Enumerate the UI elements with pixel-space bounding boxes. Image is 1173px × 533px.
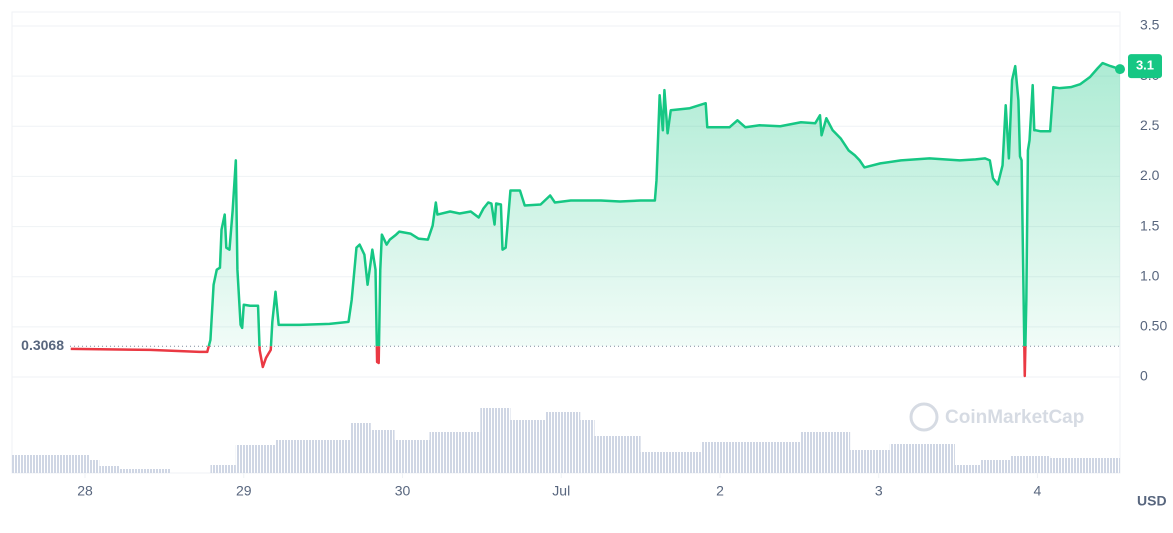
- volume-bar: [580, 420, 595, 473]
- price-area: [70, 63, 1120, 347]
- x-tick-label: Jul: [552, 483, 570, 499]
- volume-bar: [235, 445, 276, 473]
- volume-bar: [275, 440, 351, 473]
- baseline-label: 0.3068: [21, 337, 64, 353]
- last-point: [1115, 64, 1125, 75]
- x-tick-label: 29: [236, 483, 252, 499]
- volume-bar: [954, 465, 981, 473]
- volume-bar: [89, 460, 100, 473]
- x-tick-label: 30: [395, 483, 411, 499]
- watermark: CoinMarketCap: [909, 402, 1084, 432]
- y-tick-label: 2.5: [1140, 117, 1160, 133]
- y-tick-label: 1.0: [1140, 267, 1160, 283]
- y-tick-label: 2.0: [1140, 167, 1160, 183]
- y-tick-label: 3.5: [1140, 17, 1160, 33]
- volume-bar: [99, 466, 120, 473]
- x-tick-label: 3: [875, 483, 883, 499]
- volume-bar: [394, 440, 430, 473]
- volume-bar: [429, 432, 481, 473]
- volume-bar: [1010, 456, 1051, 473]
- volume-bar: [980, 460, 1011, 473]
- volume-bar: [545, 412, 581, 473]
- price-line-up: [207, 61, 1121, 347]
- y-tick-label: 0.50: [1140, 318, 1167, 334]
- volume-bar: [510, 420, 546, 473]
- volume-bar: [640, 452, 701, 473]
- watermark-text: CoinMarketCap: [945, 407, 1084, 428]
- volume-bar: [119, 469, 171, 473]
- x-tick-label: 28: [77, 483, 93, 499]
- volume-bar: [350, 423, 371, 473]
- last-price-label: 3.1: [1136, 58, 1154, 73]
- volume-bar: [850, 450, 890, 473]
- last-price-badge: [1128, 54, 1162, 79]
- volume-bar: [889, 444, 955, 473]
- volume-bar: [480, 408, 511, 473]
- volume-bar: [12, 455, 90, 473]
- x-tick-label: 4: [1034, 483, 1042, 499]
- currency-label: USD: [1137, 493, 1167, 509]
- y-tick-label: 0: [1140, 368, 1148, 384]
- volume-bar: [800, 432, 851, 473]
- volume-bar: [700, 442, 801, 473]
- volume-bar: [1050, 458, 1120, 473]
- volume-bar: [370, 430, 395, 473]
- volume-bar: [594, 436, 641, 473]
- x-tick-label: 2: [716, 483, 724, 499]
- price-line-down: [70, 346, 1027, 378]
- volume-bar: [210, 465, 236, 473]
- y-tick-label: 1.5: [1140, 217, 1160, 233]
